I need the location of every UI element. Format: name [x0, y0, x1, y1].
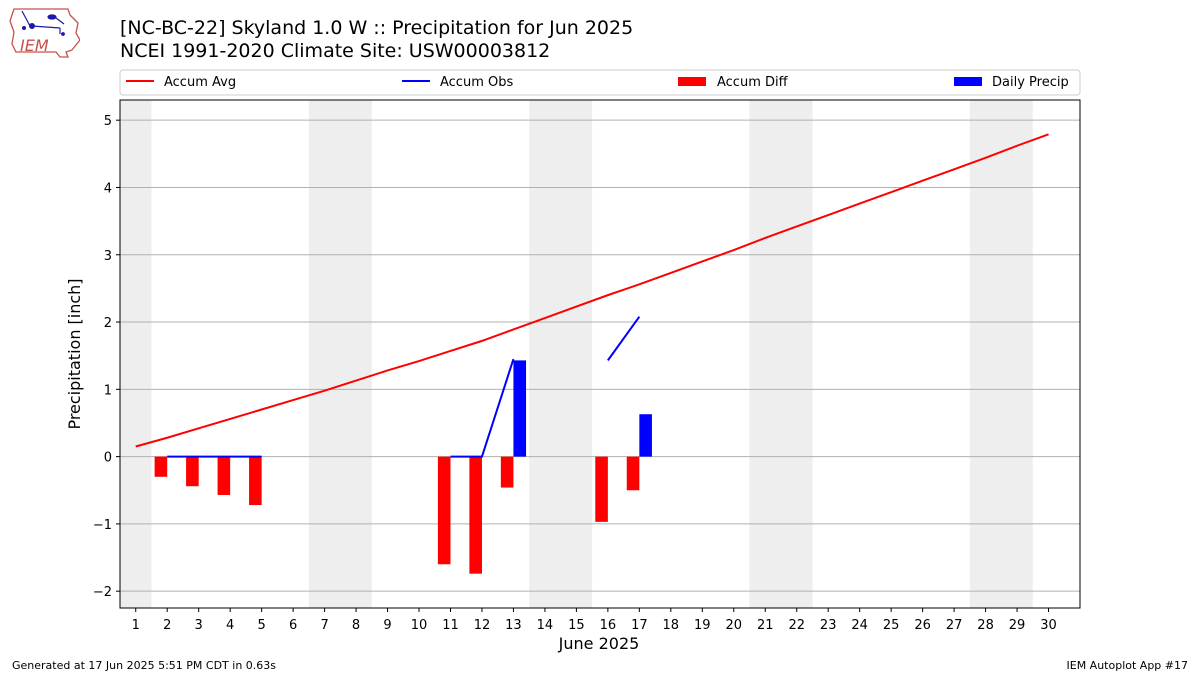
legend-swatch-daily-precip	[954, 77, 982, 86]
legend-box	[119, 69, 1081, 96]
legend-swatch-accum-diff	[678, 77, 706, 86]
line-accum-obs	[607, 316, 641, 361]
footer-generated-text: Generated at 17 Jun 2025 5:51 PM CDT in …	[12, 659, 277, 672]
y-tick-label: −1	[93, 518, 112, 533]
y-tick-label: 4	[104, 181, 112, 196]
x-axis-ticks: 1 2 3 4 5 6 7 8 9 10 11 12 13 14 15 16 17 18 19 20 21 22 23 24 2…	[132, 608, 1057, 633]
x-tick-label: 30	[1040, 618, 1057, 633]
bar-accum-diff	[249, 456, 262, 506]
x-tick-label: 10	[411, 618, 428, 633]
bar-accum-diff	[154, 456, 168, 477]
x-tick-label: 29	[1009, 618, 1026, 633]
x-tick-label: 27	[946, 618, 963, 633]
legend-item-accum-diff: Accum Diff	[678, 75, 789, 90]
line-accum-avg	[135, 133, 1049, 448]
x-tick-label: 9	[383, 618, 391, 633]
iem-logo: IEM	[9, 8, 80, 58]
x-tick-label: 5	[257, 618, 265, 633]
x-tick-label: 28	[977, 618, 994, 633]
x-tick-label: 26	[914, 618, 931, 633]
weekend-band	[749, 100, 813, 608]
y-axis-label: Precipitation [inch]	[65, 278, 84, 429]
x-tick-label: 11	[442, 618, 459, 633]
x-tick-label: 13	[505, 618, 522, 633]
weekend-band	[529, 100, 593, 608]
bar-accum-diff	[469, 456, 482, 574]
plot-frame	[119, 99, 1081, 609]
bar-accum-diff	[437, 456, 451, 565]
bar-accum-diff	[626, 456, 640, 491]
bar-daily-precip	[513, 360, 527, 457]
x-tick-label: 6	[289, 618, 297, 633]
line-accum-obs	[450, 358, 515, 458]
x-tick-label: 1	[132, 618, 140, 633]
legend-label-accum-avg: Accum Avg	[164, 75, 236, 90]
legend-label-accum-diff: Accum Diff	[717, 75, 789, 90]
weekend-bands	[120, 100, 1033, 608]
weekend-band	[308, 100, 372, 608]
legend: Accum Avg Accum Obs Accum Diff Daily Pre…	[119, 69, 1081, 96]
bar-accum-diff	[217, 456, 231, 495]
bar-accum-diff	[500, 456, 514, 488]
x-tick-label: 2	[163, 618, 171, 633]
y-tick-label: 0	[104, 451, 112, 466]
bar-accum-diff	[186, 456, 199, 487]
x-tick-label: 17	[631, 618, 648, 633]
y-tick-label: −2	[93, 585, 112, 600]
x-tick-label: 3	[195, 618, 203, 633]
legend-item-accum-avg: Accum Avg	[126, 75, 236, 90]
x-tick-label: 16	[600, 618, 617, 633]
x-tick-label: 14	[537, 618, 554, 633]
x-tick-label: 8	[352, 618, 360, 633]
x-tick-label: 24	[851, 618, 868, 633]
x-tick-label: 15	[568, 618, 585, 633]
x-tick-label: 19	[694, 618, 711, 633]
x-tick-label: 4	[226, 618, 234, 633]
x-axis-label: June 2025	[558, 634, 640, 653]
footer-app-text: IEM Autoplot App #17	[1066, 659, 1189, 672]
x-tick-label: 25	[883, 618, 900, 633]
y-tick-label: 5	[104, 114, 112, 129]
chart-title: [NC-BC-22] Skyland 1.0 W :: Precipitatio…	[120, 17, 634, 39]
legend-label-daily-precip: Daily Precip	[992, 75, 1069, 90]
x-tick-label: 20	[725, 618, 742, 633]
bar-accum-diff	[595, 456, 608, 522]
legend-item-daily-precip: Daily Precip	[954, 75, 1069, 90]
y-tick-label: 2	[104, 316, 112, 331]
y-axis-ticks: −2 −1 0 1 2 3 4 5	[93, 114, 120, 600]
line-series	[135, 133, 1049, 458]
legend-item-accum-obs: Accum Obs	[402, 75, 513, 90]
chart-subtitle: NCEI 1991-2020 Climate Site: USW00003812	[120, 40, 551, 62]
y-tick-label: 3	[104, 249, 112, 264]
y-tick-label: 1	[104, 383, 112, 398]
x-tick-label: 18	[663, 618, 680, 633]
x-tick-label: 22	[788, 618, 805, 633]
bar-daily-precip	[639, 414, 652, 457]
weekend-band	[120, 100, 152, 608]
x-tick-label: 12	[474, 618, 491, 633]
bar-series	[154, 360, 652, 574]
x-tick-label: 21	[757, 618, 774, 633]
x-tick-label: 23	[820, 618, 837, 633]
weekend-band	[969, 100, 1033, 608]
x-tick-label: 7	[320, 618, 328, 633]
legend-label-accum-obs: Accum Obs	[440, 75, 513, 90]
weather-station-icon	[21, 10, 65, 36]
logo-text: IEM	[20, 36, 49, 55]
